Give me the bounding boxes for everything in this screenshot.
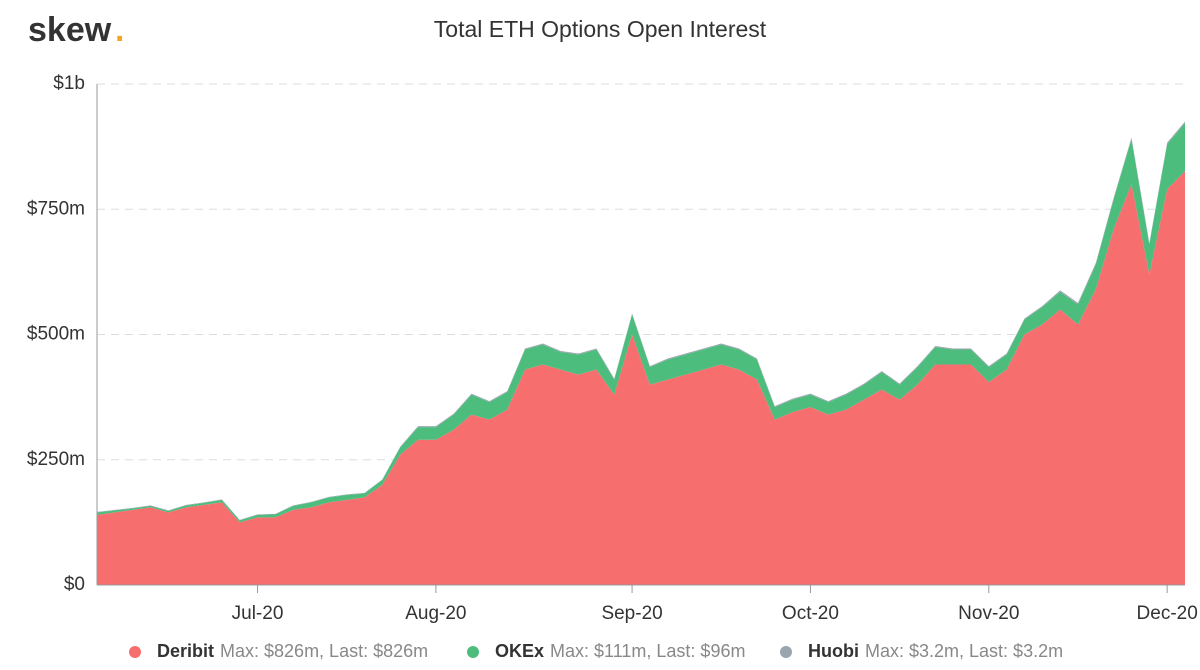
legend-marker: [780, 646, 792, 658]
legend-label: Huobi: [808, 641, 859, 661]
legend-marker: [467, 646, 479, 658]
x-tick-label: Jul-20: [232, 603, 284, 624]
x-tick-label: Oct-20: [782, 603, 839, 624]
legend-label: OKEx: [495, 641, 544, 661]
y-tick-label: $0: [64, 574, 85, 595]
legend-stats: Max: $826m, Last: $826m: [220, 641, 428, 661]
brand-logo: skew: [28, 11, 112, 49]
y-tick-label: $250m: [27, 449, 85, 470]
brand-dot: .: [115, 11, 124, 49]
x-tick-label: Dec-20: [1137, 603, 1198, 624]
legend-marker: [129, 646, 141, 658]
x-tick-label: Nov-20: [958, 603, 1019, 624]
x-tick-label: Aug-20: [405, 603, 466, 624]
area: [97, 171, 1185, 585]
y-tick-label: $750m: [27, 198, 85, 219]
x-tick-label: Sep-20: [601, 603, 662, 624]
y-tick-label: $1b: [53, 73, 85, 94]
legend-stats: Max: $111m, Last: $96m: [550, 641, 745, 661]
chart-title: Total ETH Options Open Interest: [434, 16, 767, 42]
legend-label: Deribit: [157, 641, 214, 661]
legend-stats: Max: $3.2m, Last: $3.2m: [865, 641, 1063, 661]
y-tick-label: $500m: [27, 324, 85, 345]
